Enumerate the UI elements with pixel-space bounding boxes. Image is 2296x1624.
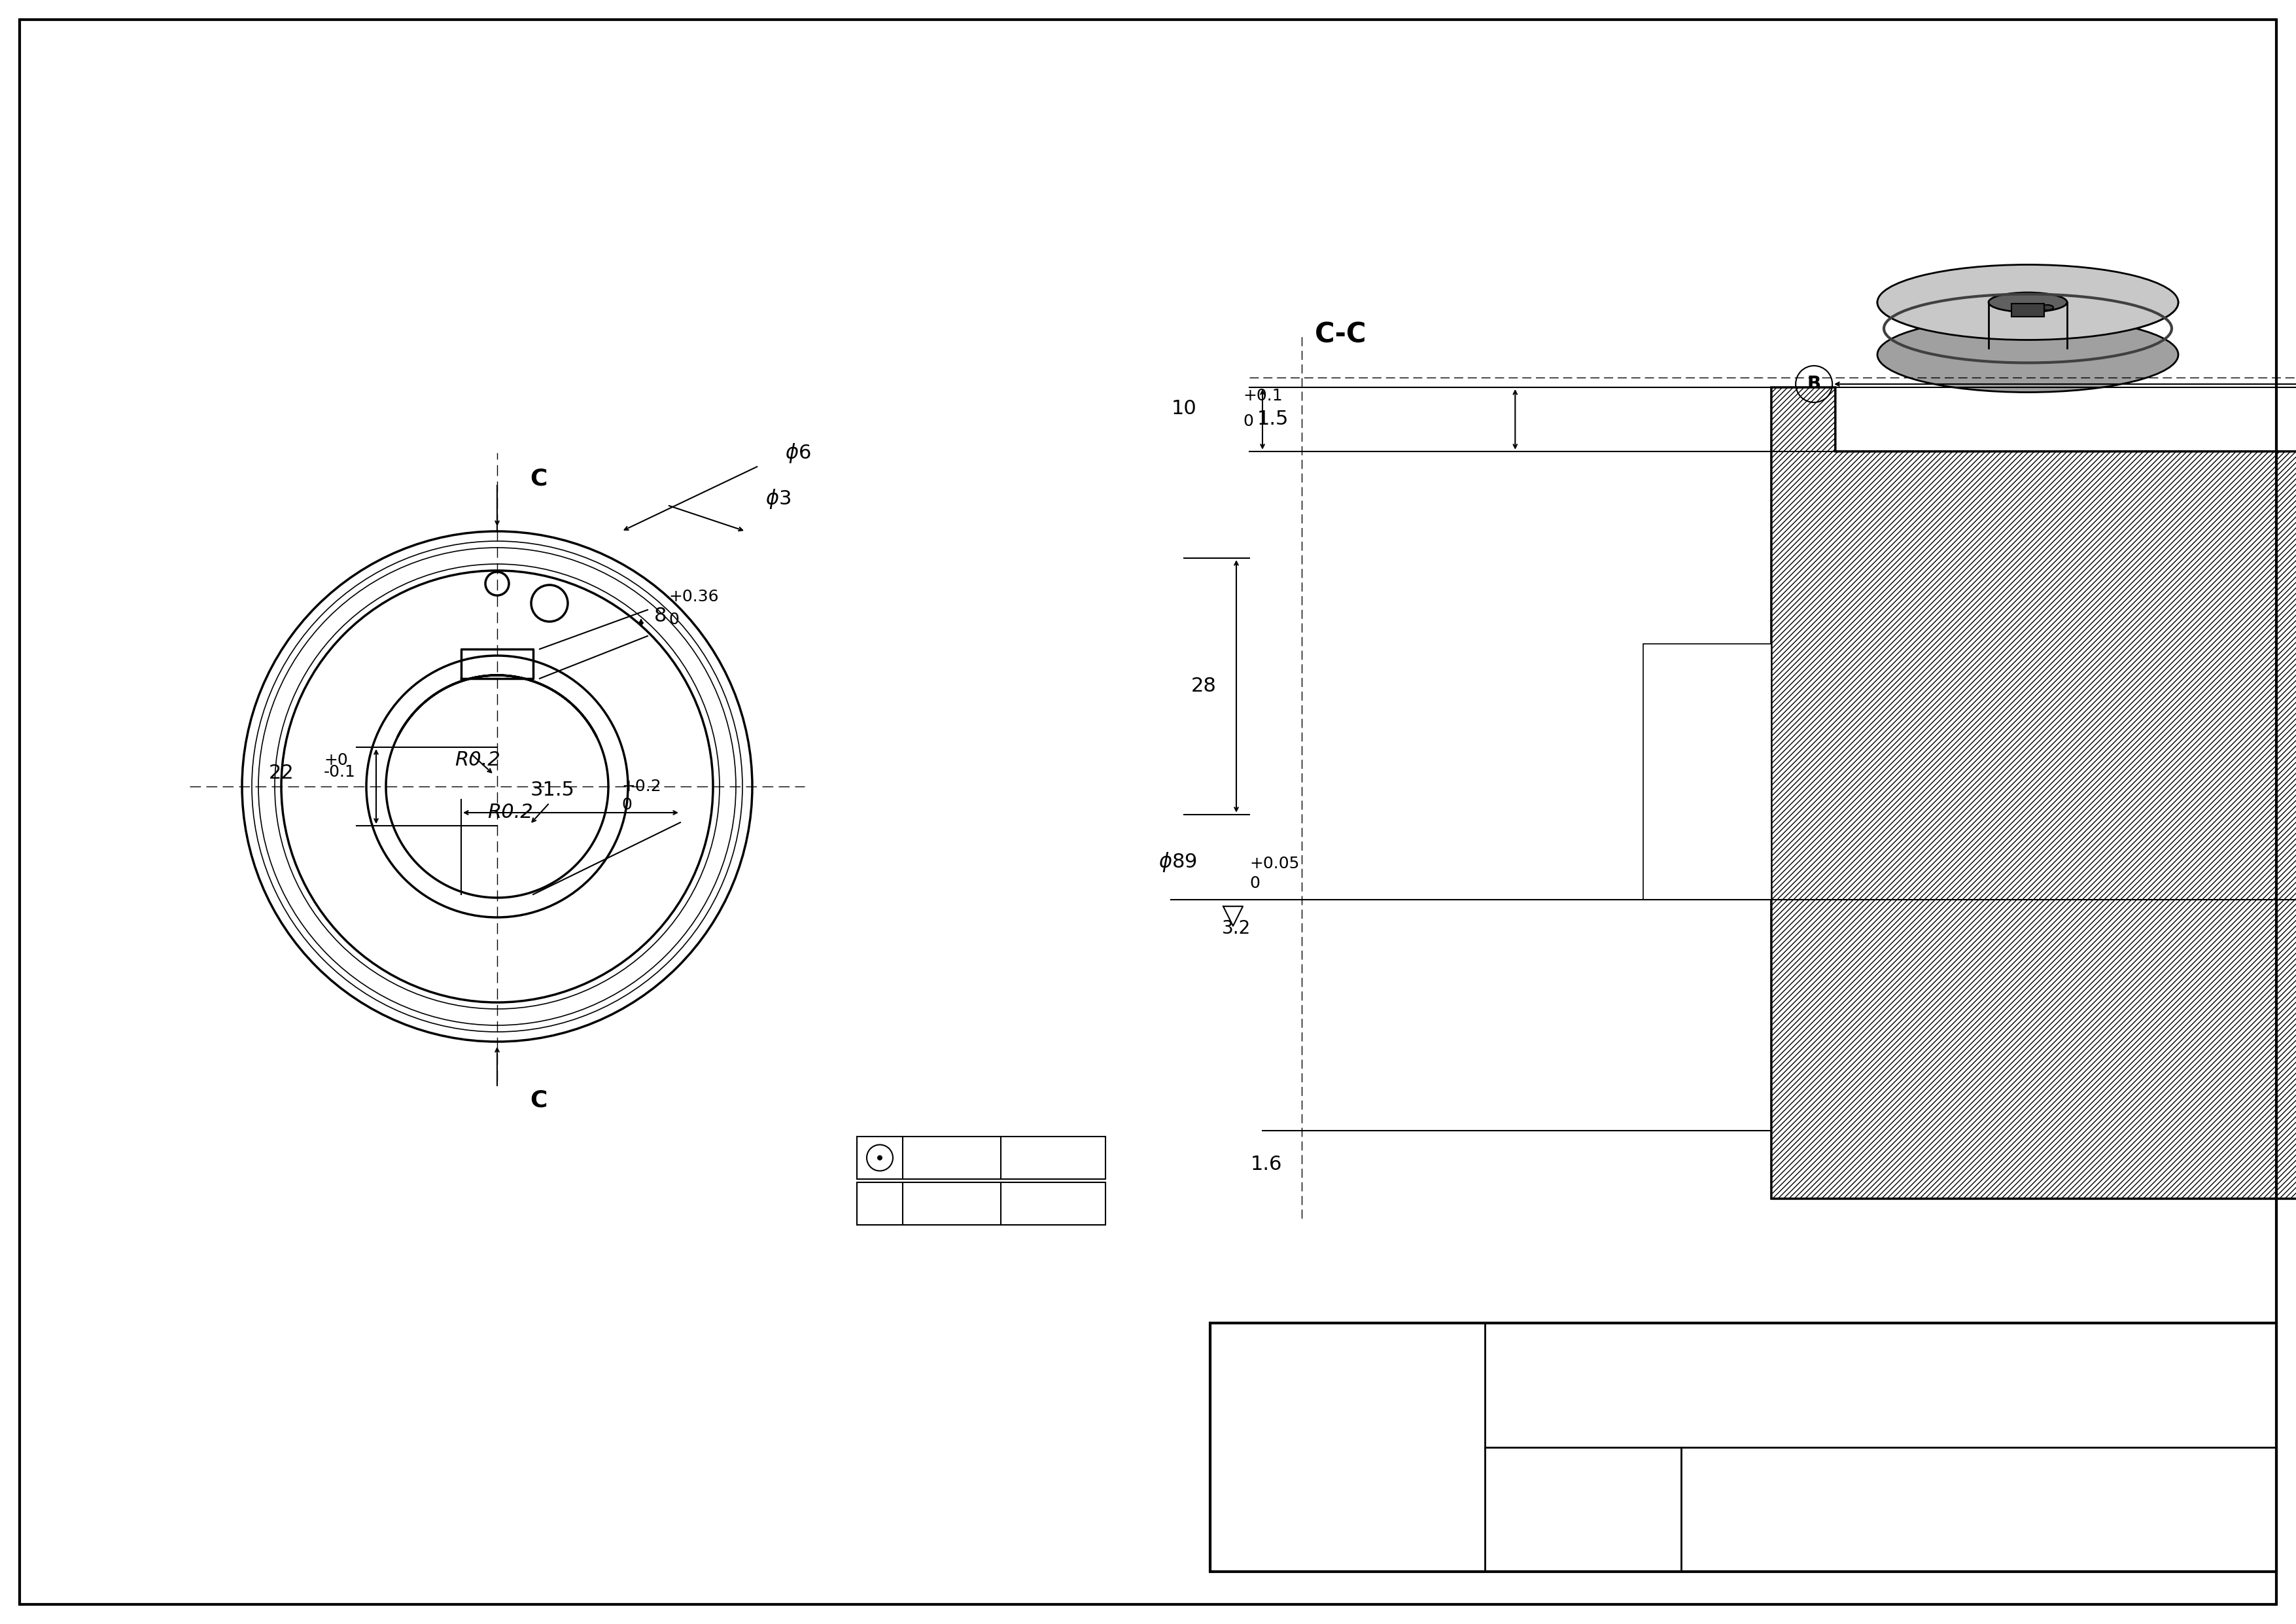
- Text: 22: 22: [269, 763, 294, 783]
- Text: Email: lilybearing@lily-bearing.com: Email: lilybearing@lily-bearing.com: [1704, 1413, 2057, 1432]
- Ellipse shape: [1878, 317, 2179, 393]
- Bar: [1210, 1324, 2275, 1572]
- Text: 3.2: 3.2: [1221, 919, 1251, 937]
- Text: 1.6: 1.6: [1251, 1155, 1281, 1174]
- Text: 31.5: 31.5: [530, 781, 574, 799]
- Ellipse shape: [1988, 292, 2066, 312]
- Text: 28: 28: [1192, 677, 1217, 695]
- Text: 0: 0: [622, 797, 631, 812]
- Text: A: A: [1045, 1148, 1061, 1168]
- Text: LILY: LILY: [1267, 1413, 1428, 1483]
- Text: +0.36: +0.36: [668, 590, 719, 604]
- Circle shape: [877, 1155, 882, 1161]
- Ellipse shape: [1878, 265, 2179, 339]
- Text: +0.05: +0.05: [1249, 856, 1300, 872]
- Polygon shape: [2011, 304, 2043, 317]
- Text: B: B: [1045, 1194, 1061, 1213]
- Text: ®: ®: [1453, 1374, 1476, 1397]
- Text: 0: 0: [1249, 875, 1261, 892]
- Text: $\phi$89: $\phi$89: [1159, 851, 1196, 874]
- Polygon shape: [1770, 388, 2296, 1199]
- Text: C: C: [530, 468, 546, 490]
- Text: 8: 8: [654, 607, 666, 625]
- Text: 4.2: 4.2: [2140, 497, 2172, 515]
- Text: +0.2: +0.2: [622, 778, 661, 794]
- Text: R0.2: R0.2: [455, 750, 501, 770]
- Text: +0.1: +0.1: [1242, 388, 1283, 404]
- Text: 0: 0: [668, 612, 680, 627]
- Text: +0: +0: [324, 752, 347, 768]
- Text: ⊥: ⊥: [870, 1192, 891, 1215]
- Text: 1.5: 1.5: [1256, 409, 1288, 429]
- Text: 10: 10: [1171, 400, 1196, 419]
- Text: $\phi$3: $\phi$3: [765, 487, 790, 510]
- Text: Part
Number: Part Number: [1543, 1488, 1623, 1528]
- Text: 0.025: 0.025: [923, 1194, 980, 1213]
- Text: C: C: [530, 1090, 546, 1112]
- Text: SHANGHAI LILY BEARING LIMITED: SHANGHAI LILY BEARING LIMITED: [1674, 1367, 2087, 1389]
- Text: $\phi$0.025: $\phi$0.025: [916, 1147, 987, 1169]
- Bar: [856, 1182, 1104, 1224]
- Polygon shape: [1644, 643, 1770, 900]
- Ellipse shape: [2041, 305, 2053, 310]
- Text: R0.2: R0.2: [487, 804, 533, 822]
- Bar: [856, 1137, 1104, 1179]
- Text: SI288915TD: SI288915TD: [1880, 1502, 2078, 1531]
- Text: -0.1: -0.1: [324, 765, 356, 780]
- Text: B: B: [1807, 375, 1821, 393]
- Text: C-C: C-C: [1316, 322, 1366, 349]
- Text: $\phi$6: $\phi$6: [785, 442, 810, 464]
- Text: 0: 0: [1242, 414, 1254, 429]
